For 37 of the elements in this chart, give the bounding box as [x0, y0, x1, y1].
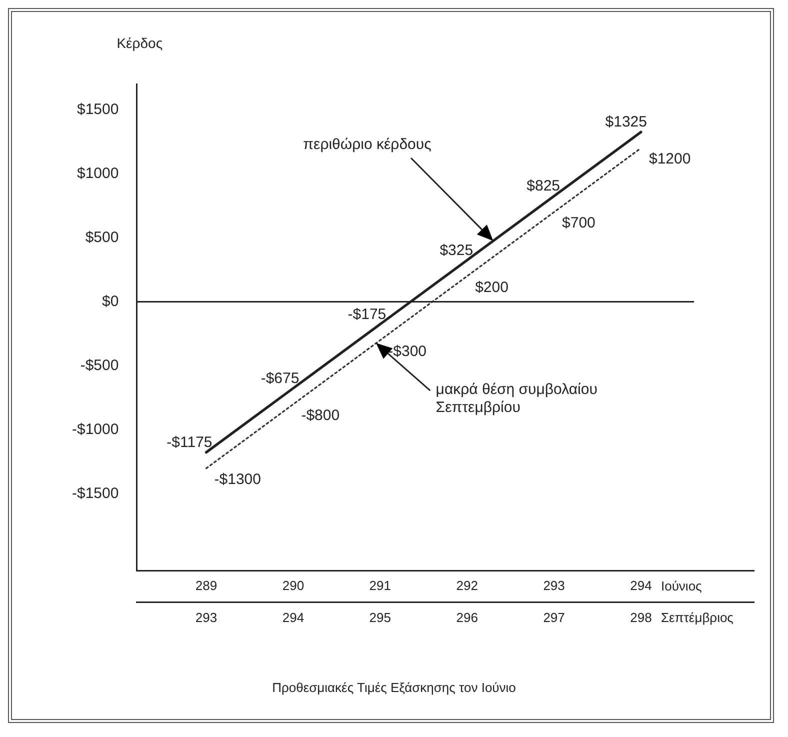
y-tick-label: $1500 — [76, 100, 119, 118]
x-tick-label: 289 — [195, 578, 218, 594]
x2-tick-label: 295 — [369, 610, 391, 625]
x-axis-title: Ιούνιος — [660, 578, 702, 594]
x2-tick-label: 293 — [195, 610, 218, 625]
y-tick-label: -$500 — [80, 356, 119, 374]
data-label: $1325 — [605, 114, 647, 131]
x2-tick-label: 297 — [543, 610, 565, 625]
x-tick-label: 293 — [543, 578, 565, 594]
y-tick-label: $500 — [85, 228, 119, 246]
text: Προθεσμιακές Τιμές Εξάσκησης τον Ιούνιο — [271, 680, 517, 695]
annotation: μακρά θέση συμβολαίου Σεπτεμβρίου — [436, 381, 598, 418]
x2-tick-label: 296 — [456, 610, 478, 625]
y-tick-label: -$1500 — [72, 485, 119, 502]
data-label: -$1300 — [214, 470, 261, 488]
data-label: -$300 — [388, 342, 427, 360]
x-tick-label: 292 — [456, 578, 478, 594]
x2-tick-label: 298 — [630, 610, 652, 625]
y-tick-label: $1000 — [76, 164, 119, 182]
data-label: -$800 — [301, 406, 340, 424]
data-label: $200 — [475, 278, 508, 296]
data-label: $825 — [526, 178, 560, 195]
data-label: -$1175 — [166, 434, 212, 451]
annotation: περιθώριο κέρδους — [303, 136, 432, 154]
y-axis-title: Κέρδος — [116, 34, 163, 51]
data-label: $700 — [562, 214, 596, 232]
x-tick-label: 290 — [282, 578, 304, 594]
data-label: -$675 — [260, 370, 300, 387]
data-label: -$175 — [348, 306, 386, 323]
data-label: $1200 — [648, 150, 691, 168]
y-tick-label: -$1000 — [72, 421, 119, 438]
x2-tick-label: 294 — [282, 610, 304, 625]
x-tick-label: 294 — [630, 578, 652, 594]
x-tick-label: 291 — [369, 578, 391, 594]
y-tick-label: $0 — [102, 292, 119, 310]
x2-axis-title: Σεπτέμβριος — [660, 610, 734, 625]
data-label: $325 — [440, 242, 474, 259]
